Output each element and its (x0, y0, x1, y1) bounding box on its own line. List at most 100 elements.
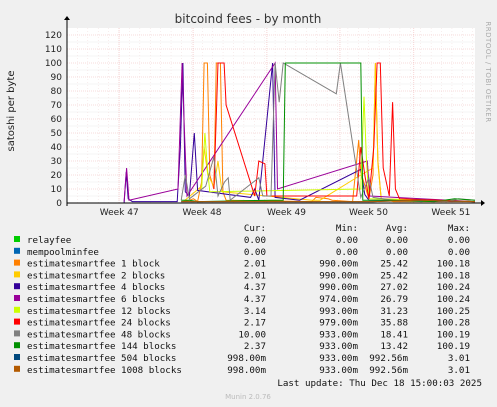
legend-name: relayfee (27, 235, 71, 246)
legend-max: 100.24 (437, 294, 471, 305)
y-tick-label: 80 (51, 87, 63, 97)
legend-avg: 992.56m (369, 353, 408, 364)
legend-max: 100.24 (437, 282, 471, 293)
legend-name: estimatesmartfee 24 blocks (27, 318, 171, 329)
legend-swatch (14, 354, 20, 360)
legend-swatch (14, 365, 20, 372)
legend-name: estimatesmartfee 144 blocks (27, 341, 176, 352)
legend-swatch (14, 318, 20, 325)
legend-avg: 18.41 (380, 329, 408, 340)
y-tick-label: 30 (51, 157, 63, 167)
legend-max: 3.01 (448, 353, 470, 364)
y-tick-label: 70 (51, 101, 63, 111)
y-tick-labels: 0 10 20 30 40 50 60 70 80 90 100 110 120 (45, 31, 62, 209)
plot-area (67, 28, 475, 203)
y-tick-label: 0 (56, 199, 62, 209)
legend-max: 0.00 (448, 247, 470, 258)
legend-avg: 0.00 (386, 235, 408, 246)
x-tick-label: Week 51 (431, 208, 470, 218)
x-tick-label: Week 48 (183, 208, 222, 218)
legend-avg: 35.88 (380, 318, 408, 329)
legend-max: 100.19 (437, 329, 470, 340)
x-tick-label: Week 50 (349, 208, 388, 218)
legend-cur: 998.00m (227, 353, 266, 364)
legend-header-min: Min: (336, 223, 358, 234)
legend-header-max: Max: (448, 223, 470, 234)
y-tick-label: 110 (45, 45, 62, 55)
legend-min: 990.00m (319, 270, 358, 281)
x-tick-label: Week 47 (100, 208, 139, 218)
legend-cur: 2.01 (244, 259, 266, 270)
y-tick-label: 40 (51, 143, 63, 153)
legend-avg: 992.56m (369, 365, 408, 376)
x-tick-label: Week 49 (267, 208, 306, 218)
legend-name: mempoolminfee (27, 247, 99, 258)
series-line-3 (182, 62, 476, 203)
legend-name: estimatesmartfee 504 blocks (27, 353, 176, 364)
y-tick-label: 100 (45, 59, 62, 69)
legend: Cur: Min: Avg: Max: relayfee 0.00 0.00 0.00… (14, 223, 470, 376)
legend-max: 3.01 (448, 365, 470, 376)
legend-cur: 0.00 (244, 235, 266, 246)
legend-min: 979.00m (319, 318, 358, 329)
series-line-7 (213, 62, 476, 203)
legend-name: estimatesmartfee 4 blocks (27, 282, 165, 293)
series-line-11 (181, 199, 476, 203)
legend-min: 974.00m (319, 294, 358, 305)
legend-avg: 27.02 (380, 282, 408, 293)
legend-avg: 25.42 (380, 259, 408, 270)
legend-swatch (14, 295, 20, 301)
axes (64, 16, 485, 206)
chart-title: bitcoind fees - by month (175, 12, 322, 26)
legend-avg: 26.79 (380, 294, 408, 305)
legend-header-avg: Avg: (386, 223, 408, 234)
legend-cur: 4.37 (244, 294, 266, 305)
legend-min: 990.00m (319, 259, 358, 270)
legend-swatch (14, 271, 20, 278)
legend-avg: 25.42 (380, 270, 408, 281)
y-tick-label: 20 (51, 171, 63, 181)
legend-cur: 10.00 (238, 329, 266, 340)
legend-cur: 4.37 (244, 282, 266, 293)
x-tick-labels: Week 47 Week 48 Week 49 Week 50 Week 51 (100, 208, 471, 218)
legend-swatch (14, 342, 20, 349)
legend-avg: 31.23 (380, 306, 408, 317)
munin-version: Munin 2.0.76 (225, 393, 271, 401)
legend-name: estimatesmartfee 2 blocks (27, 270, 165, 281)
legend-min: 993.00m (319, 306, 358, 317)
legend-max: 100.18 (437, 259, 470, 270)
legend-min: 933.00m (319, 353, 358, 364)
legend-max: 100.25 (437, 306, 470, 317)
legend-cur: 2.17 (244, 318, 266, 329)
legend-cur: 2.37 (244, 341, 266, 352)
y-tick-label: 90 (51, 73, 63, 83)
legend-swatch (14, 330, 20, 337)
legend-cur: 998.00m (227, 365, 266, 376)
legend-swatch (14, 306, 20, 313)
y-tick-label: 50 (51, 129, 63, 139)
legend-max: 100.28 (437, 318, 470, 329)
y-tick-label: 10 (51, 185, 63, 195)
legend-swatch (14, 283, 20, 290)
legend-name: estimatesmartfee 6 blocks (27, 294, 165, 305)
legend-max: 100.18 (437, 270, 470, 281)
legend-avg: 13.42 (380, 341, 408, 352)
legend-cur: 0.00 (244, 247, 266, 258)
legend-header-cur: Cur: (244, 223, 266, 234)
legend-min: 0.00 (336, 247, 358, 258)
y-tick-label: 60 (51, 115, 63, 125)
legend-max: 0.00 (448, 235, 470, 246)
legend-max: 100.19 (437, 341, 470, 352)
rrdtool-side-label: RRDTOOL / TOBI OETIKER (484, 21, 492, 122)
y-axis-arrow (64, 16, 70, 20)
legend-min: 933.00m (319, 365, 358, 376)
legend-cur: 2.01 (244, 270, 266, 281)
legend-min: 933.00m (319, 341, 358, 352)
legend-name: estimatesmartfee 12 blocks (27, 306, 171, 317)
legend-name: estimatesmartfee 48 blocks (27, 329, 171, 340)
legend-swatch (14, 247, 20, 254)
series-line-5 (123, 61, 476, 203)
legend-cur: 3.14 (244, 306, 267, 317)
legend-min: 0.00 (336, 235, 358, 246)
